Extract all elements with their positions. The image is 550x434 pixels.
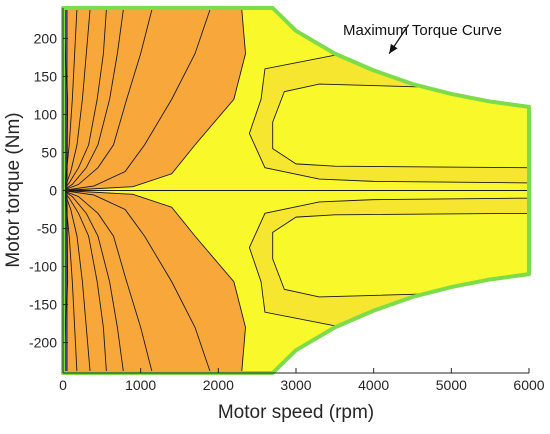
annotation-arrowhead bbox=[389, 43, 398, 54]
y-tick-label: 150 bbox=[34, 68, 58, 84]
x-tick-label: 2000 bbox=[203, 377, 234, 393]
x-tick-label: 1000 bbox=[125, 377, 156, 393]
contour-line-7 bbox=[63, 8, 211, 373]
plot-area bbox=[61, 6, 531, 375]
contour-line-4 bbox=[63, 8, 107, 373]
contour-line-6 bbox=[63, 8, 153, 373]
contour-region-8 bbox=[63, 8, 246, 373]
x-tick-label: 3000 bbox=[280, 377, 311, 393]
contour-fill bbox=[63, 8, 529, 373]
contour-region-10 bbox=[272, 84, 529, 297]
contour-line-2 bbox=[63, 8, 78, 373]
y-tick-label: 0 bbox=[49, 183, 57, 199]
max-torque-curve bbox=[61, 6, 531, 375]
y-tick-label: -100 bbox=[29, 259, 57, 275]
x-tick-label: 4000 bbox=[358, 377, 389, 393]
annotation: Maximum Torque Curve bbox=[343, 22, 502, 54]
axes: 0 1000 2000 3000 4000 5000 6000 200 150 100 50 0 -50… bbox=[29, 8, 545, 393]
y-tick-label: 200 bbox=[34, 30, 58, 46]
contour-line-1 bbox=[63, 8, 69, 373]
contour-line-3 bbox=[63, 8, 91, 373]
x-axis-label: Motor speed (rpm) bbox=[218, 402, 374, 423]
y-axis-label: Motor torque (Nm) bbox=[3, 112, 24, 267]
x-tick-label: 0 bbox=[59, 377, 67, 393]
contour-line-8 bbox=[63, 8, 246, 373]
y-tick-label: 100 bbox=[34, 106, 58, 122]
y-tick-label: 50 bbox=[41, 144, 57, 160]
contour-line-9 bbox=[248, 54, 529, 327]
x-tick-label: 5000 bbox=[436, 377, 467, 393]
annotation-label: Maximum Torque Curve bbox=[343, 22, 502, 39]
y-tick-label: -50 bbox=[37, 221, 57, 237]
contour-line-10 bbox=[272, 83, 529, 298]
contour-line-5 bbox=[63, 8, 125, 373]
y-tick-label: -200 bbox=[29, 335, 57, 351]
y-tick-label: -150 bbox=[29, 297, 57, 313]
x-tick-label: 6000 bbox=[513, 377, 544, 393]
